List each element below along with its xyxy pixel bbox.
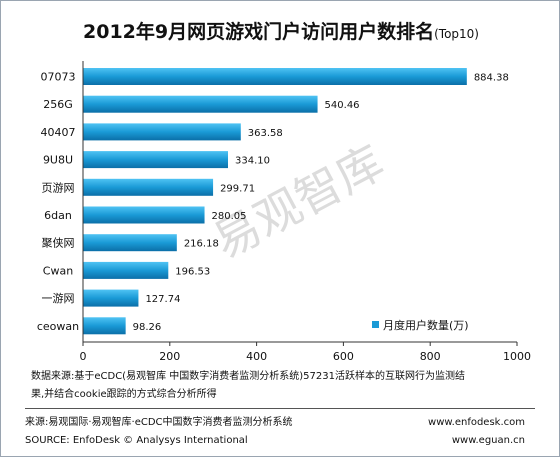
- data-label: 216.18: [184, 239, 219, 250]
- footer-divider: [25, 408, 535, 409]
- data-label: 299.71: [220, 183, 255, 194]
- x-tick-label: 400: [246, 350, 267, 361]
- data-label: 334.10: [235, 156, 270, 167]
- bar: [83, 151, 228, 169]
- category-label: 页游网: [42, 181, 75, 194]
- bar: [83, 261, 169, 279]
- bar: [83, 95, 318, 113]
- note-line-2: 果,并结合cookie跟踪的方式综合分析所得: [31, 389, 217, 400]
- title-subtitle: (Top10): [434, 27, 479, 41]
- category-label: 40407: [41, 126, 76, 139]
- bar: [83, 178, 214, 196]
- legend-label: 月度用户数量(万): [383, 318, 469, 332]
- data-label: 280.05: [212, 211, 247, 222]
- bar: [83, 68, 467, 85]
- chart-title: 2012年9月网页游戏门户访问用户数排名(Top10): [1, 17, 559, 44]
- data-label: 884.38: [474, 73, 509, 84]
- bar: [83, 206, 205, 224]
- category-label: 07073: [41, 71, 76, 84]
- data-label: 127.74: [145, 294, 180, 305]
- data-label: 363.58: [248, 128, 283, 139]
- x-tick-label: 0: [80, 350, 87, 361]
- footer-url-eguan: www.eguan.cn: [451, 435, 525, 446]
- x-tick-label: 200: [159, 350, 180, 361]
- category-label: 6dan: [44, 209, 72, 222]
- bar: [83, 289, 139, 307]
- data-label: 540.46: [325, 100, 360, 111]
- legend-swatch: [372, 321, 379, 328]
- bar: [83, 317, 126, 335]
- footer-url-enfodesk: www.enfodesk.com: [428, 417, 525, 428]
- category-label: 9U8U: [43, 154, 73, 167]
- watermark: 易观智库: [205, 135, 393, 269]
- bar-chart: 易观智库 07073 884.38 256G 540.46 40407 363.58 9U8…: [37, 61, 531, 361]
- note-line-1: 数据来源:基于eCDC(易观智库 中国数字消费者监测分析系统)57231活跃样本…: [31, 371, 465, 382]
- title-text: 2012年9月网页游戏门户访问用户数排名: [83, 21, 435, 43]
- category-label: ceowan: [37, 320, 79, 333]
- x-tick-label: 600: [333, 350, 354, 361]
- data-label: 98.26: [133, 322, 162, 333]
- x-tick-label: 800: [420, 350, 441, 361]
- x-tick-label: 1000: [503, 350, 531, 361]
- category-label: Cwan: [43, 264, 73, 277]
- bar: [83, 234, 177, 252]
- footer-source-en: SOURCE: EnfoDesk © Analysys Internationa…: [25, 435, 248, 446]
- footer-source-cn: 来源:易观国际·易观智库·eCDC中国数字消费者监测分析系统: [25, 417, 293, 428]
- footer: 来源:易观国际·易观智库·eCDC中国数字消费者监测分析系统 www.enfode…: [25, 414, 525, 450]
- category-label: 256G: [43, 98, 73, 111]
- category-label: 一游网: [42, 292, 75, 305]
- bar: [83, 123, 241, 141]
- data-label: 196.53: [175, 266, 210, 277]
- data-note: 数据来源:基于eCDC(易观智库 中国数字消费者监测分析系统)57231活跃样本…: [31, 368, 531, 404]
- category-label: 聚侠网: [42, 237, 75, 250]
